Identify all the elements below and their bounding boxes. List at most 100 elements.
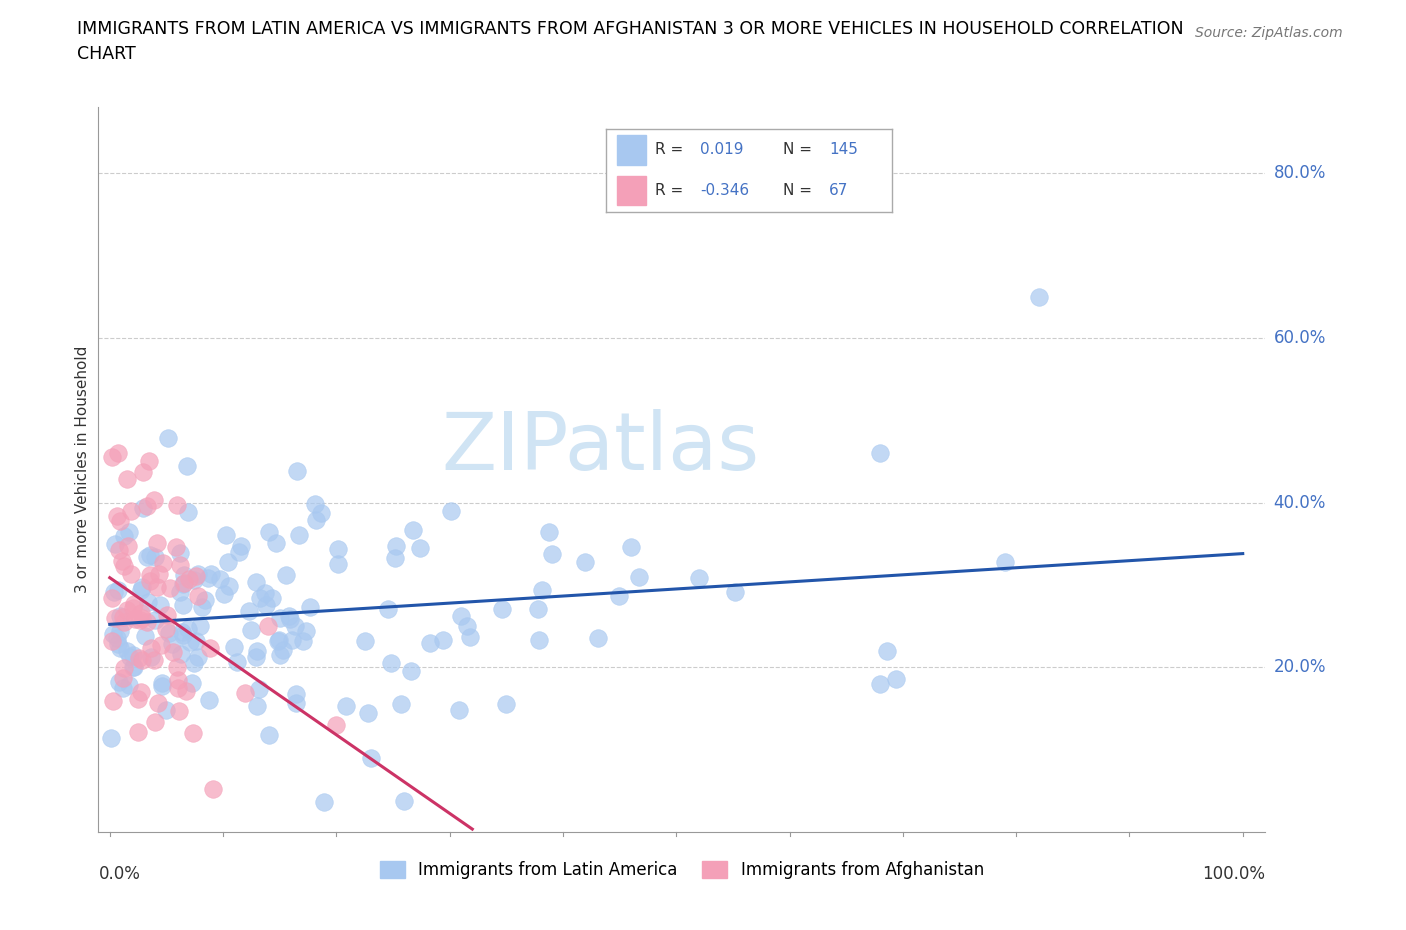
- Point: [101, 591, 124, 605]
- Point: [299, 599, 322, 614]
- Point: [120, 503, 142, 518]
- Point: [139, 567, 162, 582]
- Point: [260, 591, 283, 605]
- Point: [284, 696, 307, 711]
- Point: [121, 601, 143, 616]
- Point: [267, 634, 290, 649]
- Point: [143, 714, 166, 729]
- Point: [292, 633, 315, 648]
- Point: [172, 577, 194, 591]
- Point: [107, 509, 129, 524]
- Point: [134, 629, 156, 644]
- Point: [257, 525, 280, 539]
- Point: [129, 605, 152, 620]
- Point: [197, 571, 219, 586]
- Point: [176, 684, 198, 698]
- Point: [112, 559, 135, 574]
- Point: [101, 694, 124, 709]
- Point: [132, 464, 155, 479]
- Point: [450, 608, 472, 623]
- Point: [186, 633, 208, 648]
- Text: 40.0%: 40.0%: [1274, 494, 1326, 512]
- Text: 0.0%: 0.0%: [98, 865, 141, 883]
- Point: [247, 682, 270, 697]
- Point: [157, 431, 180, 445]
- Point: [146, 579, 169, 594]
- Point: [184, 569, 207, 584]
- Point: [138, 453, 160, 468]
- Point: [117, 538, 139, 553]
- Point: [212, 587, 235, 602]
- Point: [148, 566, 170, 581]
- Point: [112, 615, 135, 630]
- Point: [112, 681, 135, 696]
- Point: [135, 549, 157, 564]
- Point: [183, 655, 205, 670]
- Point: [124, 612, 146, 627]
- Point: [527, 632, 550, 647]
- Point: [284, 618, 307, 633]
- Point: [876, 644, 898, 658]
- Point: [187, 650, 209, 665]
- Point: [107, 674, 129, 689]
- Point: [118, 649, 141, 664]
- Point: [179, 634, 201, 649]
- Point: [139, 548, 162, 563]
- Point: [280, 632, 302, 647]
- Point: [108, 608, 131, 623]
- Point: [129, 613, 152, 628]
- Point: [143, 612, 166, 627]
- Point: [269, 610, 291, 625]
- Point: [620, 539, 643, 554]
- Text: 80.0%: 80.0%: [1274, 164, 1326, 182]
- Point: [136, 594, 159, 609]
- Point: [167, 703, 190, 718]
- Point: [249, 591, 271, 605]
- Y-axis label: 3 or more Vehicles in Household: 3 or more Vehicles in Household: [75, 346, 90, 593]
- Point: [165, 539, 187, 554]
- Point: [101, 449, 124, 464]
- Point: [328, 541, 350, 556]
- Point: [257, 618, 280, 633]
- Point: [107, 583, 129, 598]
- Point: [399, 663, 422, 678]
- Point: [107, 631, 129, 645]
- Point: [440, 504, 463, 519]
- Point: [150, 675, 173, 690]
- Point: [121, 647, 143, 662]
- Point: [305, 512, 328, 527]
- Point: [312, 795, 335, 810]
- Point: [112, 671, 135, 685]
- Point: [120, 566, 142, 581]
- Point: [132, 500, 155, 515]
- Point: [131, 579, 153, 594]
- Point: [152, 555, 174, 570]
- Point: [155, 621, 177, 636]
- Point: [162, 644, 184, 659]
- Point: [181, 725, 204, 740]
- Point: [117, 525, 139, 539]
- Point: [574, 554, 596, 569]
- Point: [231, 539, 253, 554]
- Point: [167, 673, 190, 688]
- Point: [380, 656, 402, 671]
- Point: [173, 568, 195, 583]
- Point: [274, 568, 297, 583]
- Point: [541, 546, 564, 561]
- Point: [142, 492, 165, 507]
- Point: [104, 610, 127, 625]
- Point: [177, 571, 200, 586]
- Point: [233, 685, 256, 700]
- Point: [688, 571, 710, 586]
- Point: [108, 641, 131, 656]
- Point: [389, 696, 412, 711]
- Point: [139, 574, 162, 589]
- Point: [112, 610, 135, 625]
- Point: [384, 550, 406, 565]
- Point: [994, 555, 1017, 570]
- Point: [135, 615, 157, 630]
- Point: [277, 608, 299, 623]
- Point: [124, 659, 146, 674]
- Point: [188, 618, 211, 633]
- Point: [187, 566, 209, 581]
